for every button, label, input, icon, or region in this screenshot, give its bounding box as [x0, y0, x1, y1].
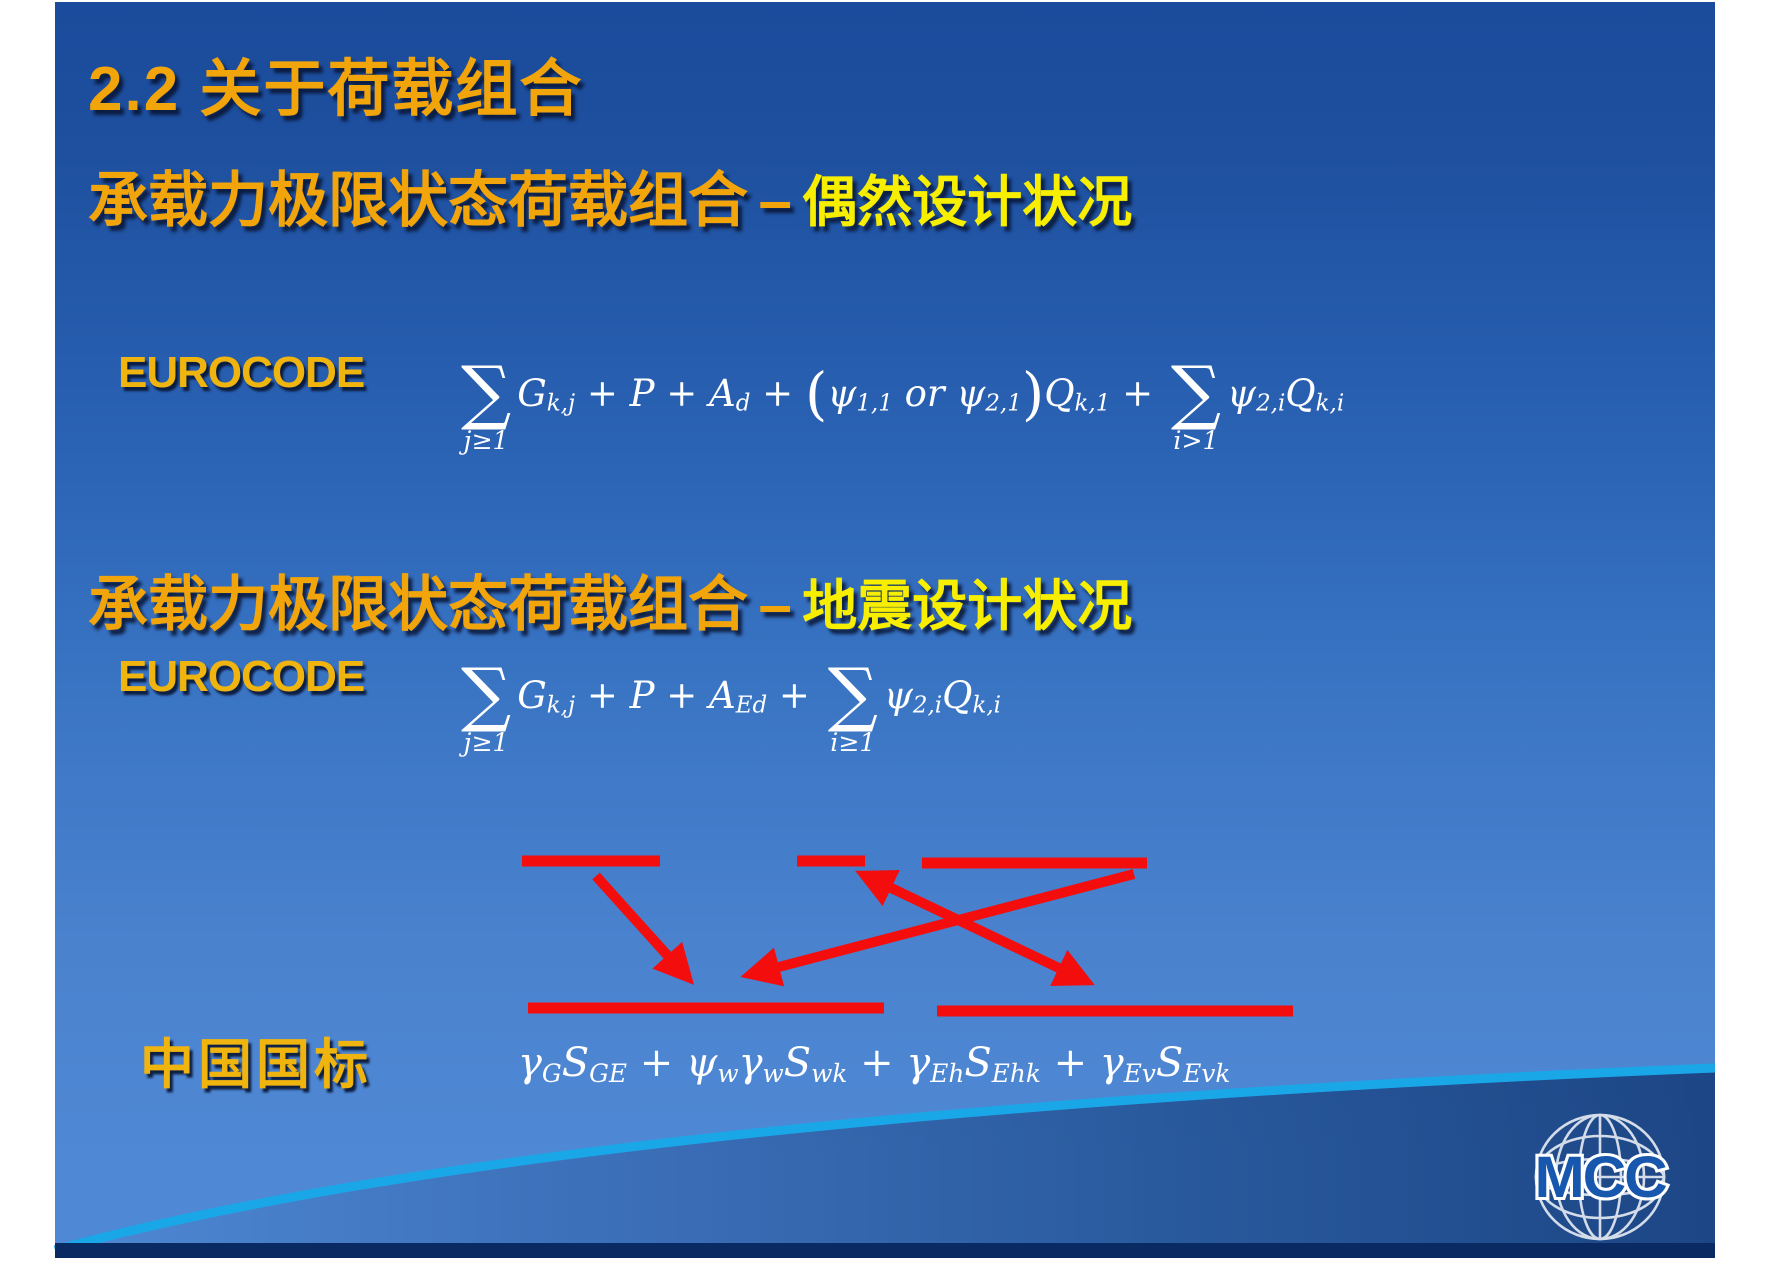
formula-text: + γ — [847, 1040, 931, 1086]
sum-symbol: ∑ j≥1 — [455, 653, 517, 757]
formula-subscript: 2,i — [1256, 389, 1286, 416]
formula-subscript: d — [735, 389, 751, 416]
formula-text: + — [750, 371, 805, 415]
heading-seismic-main: 承载力极限状态荷载组合 — [88, 571, 748, 638]
globe-icon — [1534, 1113, 1666, 1241]
eurocode-label-2: EUROCODE — [118, 652, 365, 701]
formula-subscript: Eh — [930, 1058, 965, 1088]
formula-text: γ — [738, 1040, 763, 1086]
sum-index: j≥1 — [463, 425, 509, 455]
heading-seismic-accent: 地震设计状况 — [802, 575, 1133, 637]
formula-text: + — [767, 673, 822, 717]
formula-subscript: k,i — [1315, 389, 1345, 416]
sum-symbol: ∑ i≥1 — [822, 653, 884, 757]
formula-subscript: k,j — [546, 389, 576, 416]
mcc-logo-text: MCC — [1535, 1144, 1667, 1210]
sum-index: i≥1 — [830, 727, 876, 757]
heading-accidental-main: 承载力极限状态荷载组合 — [88, 167, 748, 234]
sigma-glyph: ∑ — [461, 653, 512, 736]
formula-text: S — [561, 1040, 590, 1086]
formula-paren: ) — [1021, 361, 1045, 429]
formula-text: G — [517, 673, 547, 717]
formula-text: + ψ — [627, 1040, 718, 1086]
formula-subscript: w — [762, 1058, 784, 1088]
formula-text: S — [964, 1040, 992, 1086]
formula-subscript: k,j — [546, 691, 576, 718]
formula-text: + γ — [1040, 1040, 1124, 1086]
formula-text: S — [783, 1040, 812, 1086]
formula-paren: ( — [804, 361, 828, 429]
slide-title: 2.2 关于荷载组合 — [88, 55, 584, 124]
formula-text: ψ — [827, 371, 857, 415]
formula-subscript: Evk — [1183, 1058, 1231, 1088]
heading-seismic-dash: – — [758, 571, 792, 638]
sum-symbol: ∑ j≥1 — [455, 351, 517, 455]
formula-subscript: wk — [811, 1058, 848, 1088]
formula-subscript: k,i — [972, 691, 1002, 718]
formula-subscript: 2,1 — [985, 389, 1022, 416]
formula-text: ψ — [883, 673, 913, 717]
formula-text: Q — [942, 673, 973, 717]
sum-index: j≥1 — [463, 727, 509, 757]
sigma-glyph: ∑ — [461, 351, 512, 434]
formula-text: + P + A — [575, 673, 736, 717]
formula-subscript: w — [717, 1058, 739, 1088]
formula-subscript: 2,i — [912, 691, 943, 718]
sigma-glyph: ∑ — [827, 653, 878, 736]
formula-subscript: G — [541, 1058, 562, 1088]
sigma-glyph: ∑ — [1170, 351, 1222, 434]
formula-subscript: Ev — [1123, 1058, 1156, 1088]
heading-accidental-accent: 偶然设计状况 — [802, 171, 1133, 233]
formula-text: S — [1155, 1040, 1184, 1086]
formula-subscript: k,1 — [1074, 389, 1111, 416]
heading-accidental: 承载力极限状态荷载组合 – 偶然设计状况 — [88, 152, 1132, 239]
formula-text: or ψ — [892, 371, 986, 415]
formula-text: G — [517, 371, 547, 415]
formula-text: γ — [518, 1040, 542, 1086]
eurocode-label-1: EUROCODE — [118, 348, 365, 397]
formula-subscript: GE — [589, 1058, 628, 1088]
china-standard-label: 中国国标 — [140, 1035, 372, 1095]
slide-background — [55, 2, 1715, 1258]
heading-seismic: 承载力极限状态荷载组合 – 地震设计状况 — [88, 556, 1132, 643]
heading-accidental-dash: – — [758, 167, 792, 234]
formula-subscript: Ehk — [991, 1058, 1041, 1088]
formula-text: + — [1110, 371, 1165, 415]
formula-text: Q — [1285, 371, 1316, 415]
formula-text: ψ — [1227, 371, 1257, 415]
mcc-logo: MCC — [1531, 1113, 1672, 1241]
sum-symbol: ∑ i>1 — [1165, 351, 1227, 455]
formula-text: Q — [1044, 371, 1075, 415]
formula-text: + P + A — [575, 371, 736, 415]
formula-subscript: Ed — [735, 691, 768, 718]
formula-subscript: 1,1 — [856, 389, 893, 416]
sum-index: i>1 — [1173, 425, 1219, 455]
